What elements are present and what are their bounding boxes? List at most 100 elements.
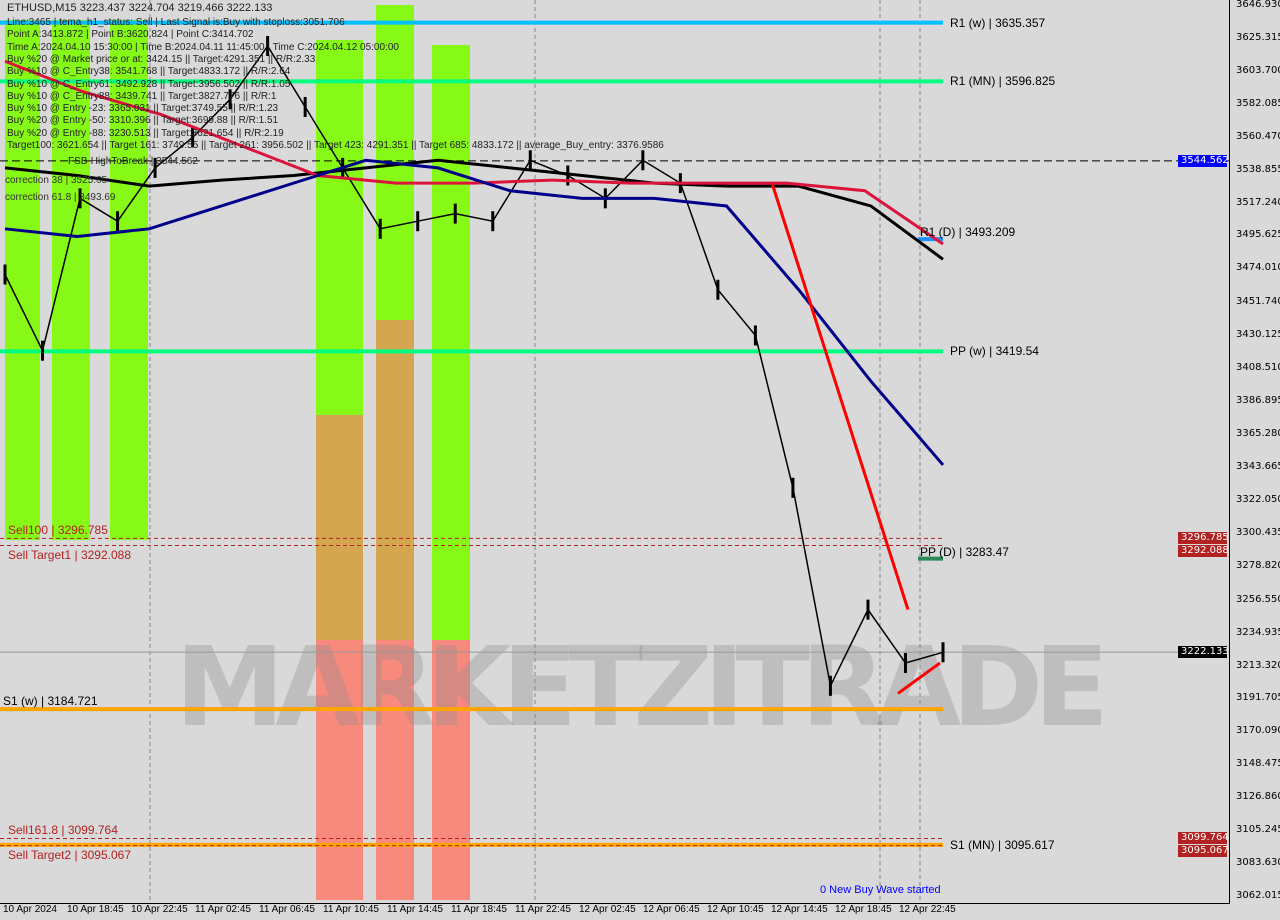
time-tick: 12 Apr 14:45 <box>771 904 828 915</box>
info-line: Buy %10 @ Entry -23: 3365.031 || Target:… <box>7 103 279 115</box>
watermark: MARKETZITRADE <box>175 623 1105 751</box>
info-line: Buy %10 @ C_Entry61: 3492.928 || Target:… <box>7 78 291 90</box>
candle <box>378 218 382 239</box>
chart-plot-area[interactable]: MARKETZITRADE ETHUSD,M15 3223.437 3224.7… <box>0 0 1230 904</box>
time-tick: 11 Apr 22:45 <box>515 904 571 915</box>
price-tag: 3099.764 <box>1178 832 1229 845</box>
time-tick: 11 Apr 06:45 <box>259 904 315 915</box>
time-tick: 11 Apr 18:45 <box>451 904 507 915</box>
moving-average-line <box>4 158 945 466</box>
info-line: Buy %10 @ C_Entry38: 3541.768 || Target:… <box>7 66 291 78</box>
price-tick: 3148.475 <box>1236 758 1280 770</box>
price-chart <box>0 0 1229 903</box>
moving-average-line <box>4 59 944 246</box>
zone-band <box>432 45 470 640</box>
price-tick: 3256.550 <box>1236 593 1280 605</box>
buy-trendline <box>897 661 941 695</box>
level-label: S1 (MN) | 3095.617 <box>950 837 1055 852</box>
candle <box>491 211 495 232</box>
price-series <box>4 44 944 689</box>
price-tick: 3170.090 <box>1236 725 1280 737</box>
candle <box>903 652 907 673</box>
candle <box>78 188 82 209</box>
price-tick: 3603.700 <box>1236 64 1280 76</box>
price-tick: 3191.705 <box>1236 692 1280 704</box>
info-line: Buy %20 @ Market price or at: 3424.15 ||… <box>7 53 316 65</box>
candle <box>303 96 307 117</box>
price-tick: 3278.820 <box>1236 559 1280 571</box>
zone-band <box>52 20 90 540</box>
time-tick: 11 Apr 02:45 <box>195 904 251 915</box>
candle <box>716 279 720 300</box>
price-tick: 3386.895 <box>1236 395 1280 407</box>
candle <box>641 150 645 171</box>
candle <box>266 36 270 57</box>
price-tick: 3365.280 <box>1236 428 1280 440</box>
level-label: S1 (w) | 3184.721 <box>3 694 98 709</box>
price-tick: 3408.510 <box>1236 362 1280 374</box>
candle <box>228 89 232 110</box>
fsb-label: FSB-HighToBreak | 3544.562 <box>68 156 198 167</box>
price-tick: 3538.855 <box>1236 163 1280 175</box>
level-label: Sell100 | 3296.785 <box>8 523 108 538</box>
time-tick: 11 Apr 14:45 <box>387 904 443 915</box>
price-tick: 3234.935 <box>1236 626 1280 638</box>
price-tick: 3646.930 <box>1236 0 1280 10</box>
chart-title: ETHUSD,M15 3223.437 3224.704 3219.466 32… <box>7 2 273 14</box>
price-tick: 3343.665 <box>1236 460 1280 472</box>
candle <box>941 642 945 663</box>
candle <box>191 127 195 148</box>
zone-band <box>376 320 414 640</box>
info-line: Buy %20 @ Entry -88: 3230.513 || Target:… <box>7 127 284 139</box>
price-tag: 3095.067 <box>1178 845 1229 858</box>
candle <box>116 211 120 232</box>
price-tick: 3062.015 <box>1236 890 1280 901</box>
moving-average-line <box>4 158 944 261</box>
level-label: PP (D) | 3283.47 <box>920 544 1009 559</box>
price-tag: 3292.088 <box>1178 545 1229 558</box>
candle <box>153 157 157 178</box>
zone-band <box>432 640 470 900</box>
info-line: Line:3465 | tema_h1_status: Sell | Last … <box>7 17 345 28</box>
candle <box>566 165 570 186</box>
price-tick: 3582.085 <box>1236 97 1280 109</box>
price-tick: 3495.625 <box>1236 229 1280 241</box>
time-tick: 11 Apr 10:45 <box>323 904 379 915</box>
level-label: R1 (D) | 3493.209 <box>920 225 1016 240</box>
price-tick: 3560.470 <box>1236 130 1280 142</box>
correction-38-label: correction 38 | 3525.65 <box>5 175 108 186</box>
time-tick: 12 Apr 10:45 <box>707 904 764 915</box>
time-tick: 12 Apr 02:45 <box>579 904 636 915</box>
level-label: PP (w) | 3419.54 <box>950 344 1039 359</box>
candle <box>866 599 870 620</box>
zone-band <box>316 640 363 900</box>
time-tick: 10 Apr 22:45 <box>131 904 188 915</box>
candle <box>3 264 7 285</box>
candle <box>828 675 832 696</box>
info-line: Buy %10 @ C_Entry88: 3439.741 || Target:… <box>7 90 277 102</box>
candle <box>453 203 457 224</box>
info-line: Buy %20 @ Entry -50: 3310.396 || Target:… <box>7 115 279 127</box>
price-tick: 3300.435 <box>1236 526 1280 538</box>
candle <box>528 150 532 171</box>
candle <box>791 477 795 498</box>
new-wave-label: 0 New Buy Wave started <box>820 884 941 896</box>
price-tag: 3296.785 <box>1178 532 1229 545</box>
price-tick: 3430.125 <box>1236 329 1280 341</box>
zone-band <box>5 20 40 540</box>
price-tag: 3222.133 <box>1178 646 1229 659</box>
candle <box>416 211 420 232</box>
correction-61-label: correction 61.8 | 3493.69 <box>5 192 116 203</box>
candle <box>41 340 45 361</box>
price-tick: 3105.245 <box>1236 824 1280 836</box>
time-tick: 10 Apr 2024 <box>3 904 57 915</box>
info-line: Target100: 3621.654 || Target 161: 3749.… <box>7 140 664 151</box>
price-tick: 3213.320 <box>1236 659 1280 671</box>
level-label: R1 (w) | 3635.357 <box>950 15 1046 30</box>
info-line: Point A:3413.872 | Point B:3620.824 | Po… <box>7 29 254 41</box>
time-tick: 10 Apr 18:45 <box>67 904 124 915</box>
level-label: Sell Target1 | 3292.088 <box>8 547 131 562</box>
info-line: Time A:2024.04.10 15:30:00 | Time B:2024… <box>7 41 399 53</box>
time-tick: 12 Apr 22:45 <box>899 904 956 915</box>
zone-band <box>316 415 363 640</box>
